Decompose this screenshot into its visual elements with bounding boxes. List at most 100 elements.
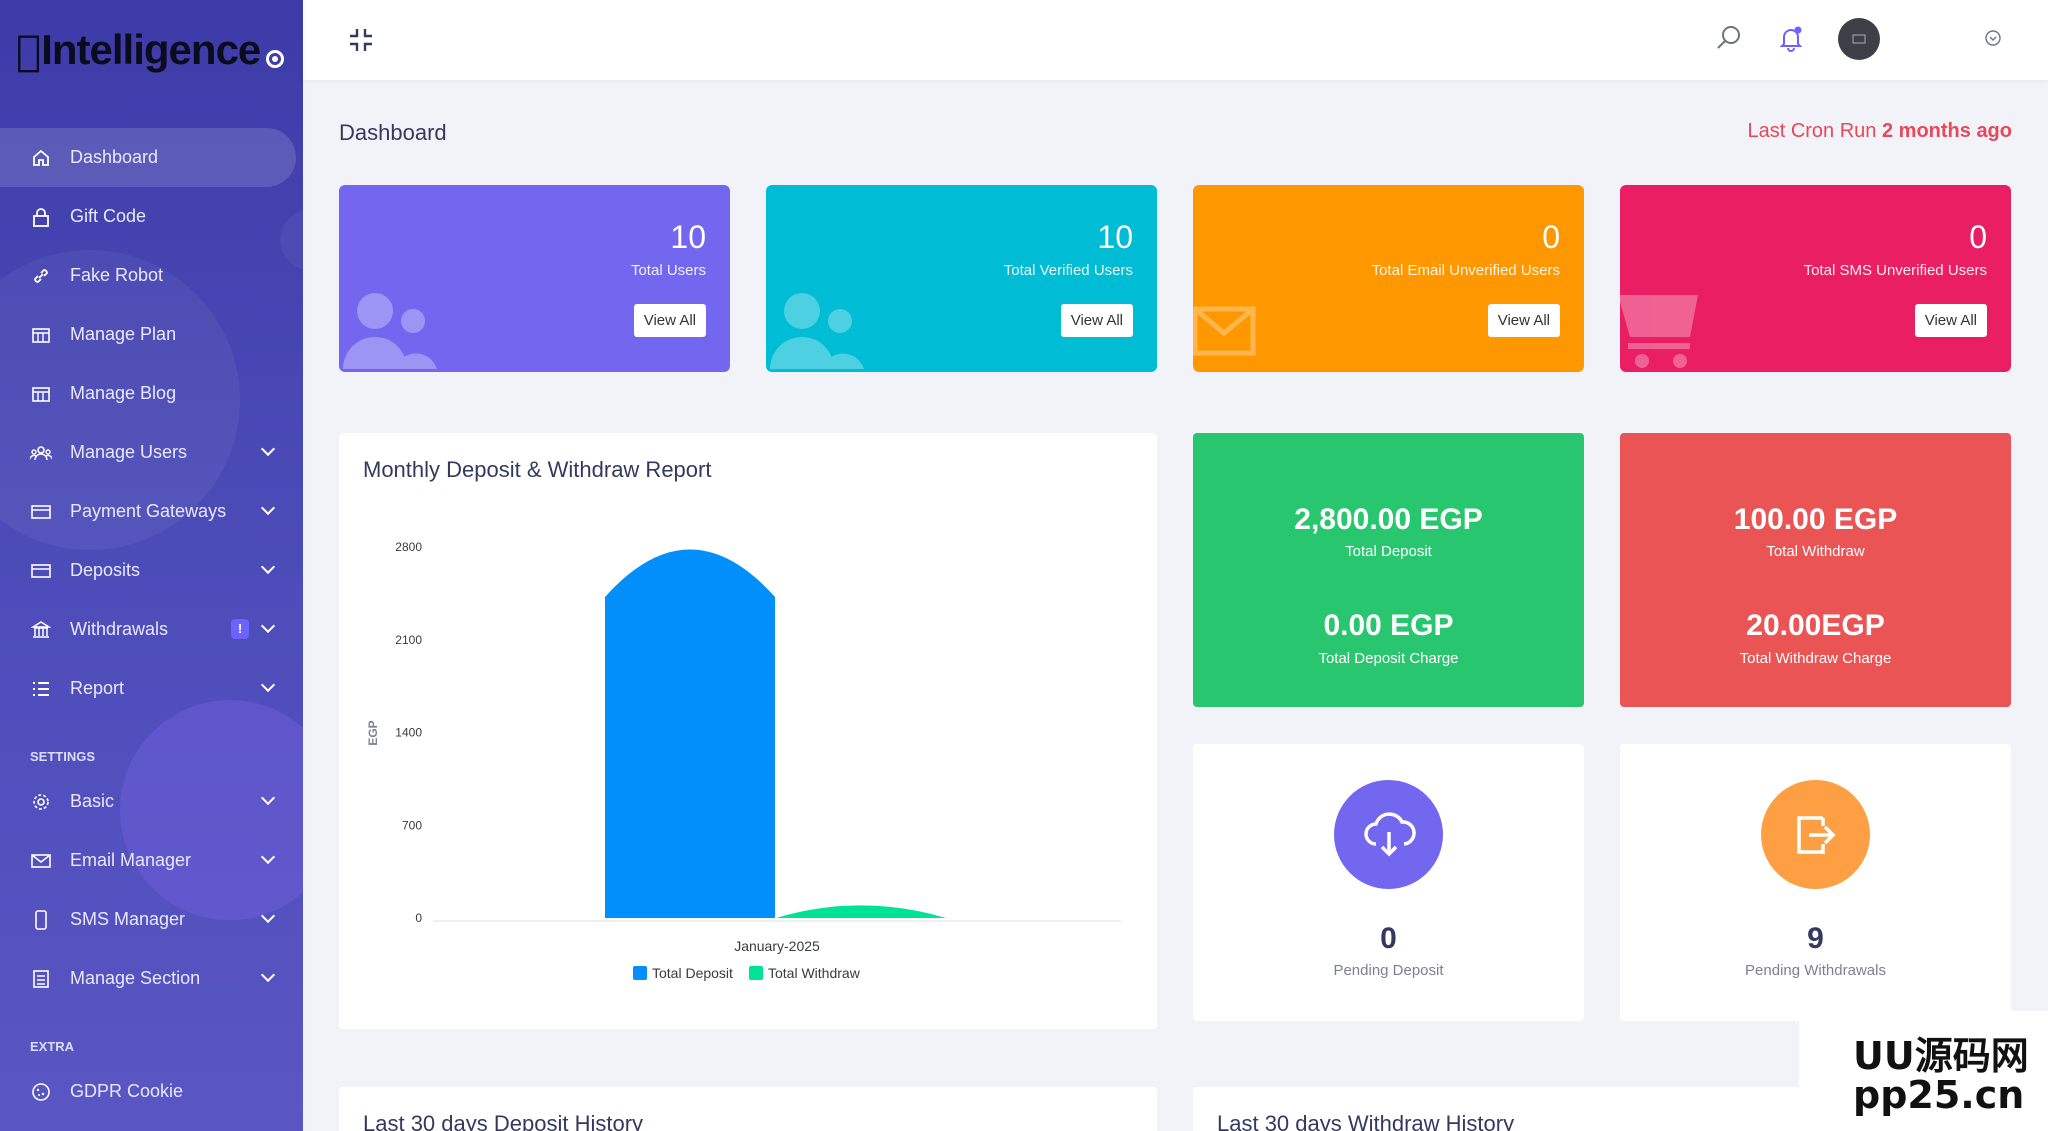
sidebar-item-manage-blog[interactable]: Manage Blog	[0, 364, 303, 423]
sidebar-item-basic[interactable]: Basic	[0, 772, 303, 831]
brand-logo[interactable]:  Intelligence	[16, 22, 285, 78]
cart-icon	[1620, 285, 1702, 372]
chevron-down-icon	[260, 790, 276, 806]
total-deposit-label: Total Deposit	[1345, 543, 1432, 560]
search-icon[interactable]	[1713, 22, 1745, 54]
settings-heading: SETTINGS	[30, 749, 96, 764]
sidebar-item-withdrawals[interactable]: Withdrawals !	[0, 600, 303, 659]
stat-label: Total Verified Users	[1003, 262, 1133, 279]
deposit-history-card: Last 30 days Deposit History	[339, 1087, 1157, 1131]
users-icon	[30, 442, 52, 464]
legend-marker	[749, 966, 763, 980]
avatar[interactable]	[1838, 18, 1880, 60]
bank-icon	[30, 619, 52, 641]
sidebar-item-label: Withdrawals	[70, 619, 169, 639]
card-icon	[30, 560, 52, 582]
sidebar-item-manage-plan[interactable]: Manage Plan	[0, 305, 303, 364]
gear-icon	[30, 791, 52, 813]
stat-value: 0	[1969, 219, 1987, 255]
stat-label: Total Users	[630, 262, 706, 279]
collapse-icon[interactable]	[347, 26, 375, 54]
sidebar-item-gdpr-cookie[interactable]: GDPR Cookie	[0, 1062, 303, 1121]
deposit-history-title: Last 30 days Deposit History	[363, 1111, 644, 1131]
legend-label[interactable]: Total Withdraw	[768, 965, 861, 981]
sign-out-icon	[1761, 780, 1870, 889]
sidebar-item-payment-gateways[interactable]: Payment Gateways	[0, 482, 303, 541]
y-axis-label: EGP	[366, 720, 380, 745]
sidebar-item-label: SMS Manager	[70, 909, 186, 929]
sidebar-item-label: Dashboard	[70, 147, 159, 167]
y-tick-label: 700	[402, 818, 422, 832]
chart-title: Monthly Deposit & Withdraw Report	[363, 457, 712, 482]
sidebar-item-deposits[interactable]: Deposits	[0, 541, 303, 600]
stat-label: Total SMS Unverified Users	[1803, 262, 1987, 279]
stat-value: 0	[1542, 219, 1560, 255]
legend-marker	[633, 966, 647, 980]
bar-total-withdraw[interactable]	[776, 905, 946, 918]
logo-text: Intelligence	[16, 26, 261, 73]
chevron-down-icon[interactable]	[1983, 28, 2003, 48]
home-icon	[30, 147, 52, 169]
pending-deposit-count: 0	[1380, 922, 1397, 955]
cron-value: 2 months ago	[1881, 120, 2012, 142]
pending-withdrawals-card[interactable]: 9 Pending Withdrawals	[1620, 744, 2011, 1021]
sidebar-item-label: Email Manager	[70, 850, 192, 870]
chevron-down-icon	[260, 618, 276, 634]
sidebar-item-label: Gift Code	[70, 206, 147, 226]
apple-icon: 	[16, 26, 41, 75]
sidebar-item-sms-manager[interactable]: SMS Manager	[0, 890, 303, 949]
bar-total-deposit[interactable]	[605, 549, 775, 919]
pending-deposit-label: Pending Deposit	[1333, 962, 1444, 979]
sidebar-item-manage-users[interactable]: Manage Users	[0, 423, 303, 482]
radio-icon	[266, 50, 285, 68]
stat-value: 10	[670, 219, 706, 255]
sidebar-item-report[interactable]: Report	[0, 659, 303, 718]
pending-deposit-card[interactable]: 0 Pending Deposit	[1193, 744, 1584, 1021]
pending-withdrawals-count: 9	[1807, 922, 1824, 955]
chevron-down-icon	[260, 908, 276, 924]
stat-card-email-unverified: 0 Total Email Unverified Users View All	[1193, 185, 1584, 372]
view-all-button[interactable]: View All	[1060, 304, 1133, 337]
sidebar-item-label: GDPR Cookie	[70, 1081, 184, 1101]
x-tick-label: January-2025	[734, 938, 820, 954]
legend-label[interactable]: Total Deposit	[652, 965, 733, 981]
sidebar-item-label: Deposits	[70, 560, 141, 580]
watermark-line2: pp25.cn	[1853, 1073, 2025, 1117]
list-icon	[30, 678, 52, 700]
y-tick-label: 2800	[395, 540, 422, 554]
withdraw-summary-box: 100.00 EGP Total Withdraw 20.00EGP Total…	[1620, 433, 2011, 707]
chevron-down-icon	[260, 500, 276, 516]
pending-withdrawals-label: Pending Withdrawals	[1745, 962, 1886, 979]
total-withdraw-value: 100.00 EGP	[1733, 503, 1898, 536]
sidebar-item-gift-code[interactable]: Gift Code	[0, 187, 303, 246]
stat-value: 10	[1097, 219, 1133, 255]
top-header	[303, 0, 2048, 80]
sidebar-item-fake-robot[interactable]: Fake Robot	[0, 246, 303, 305]
withdraw-history-title: Last 30 days Withdraw History	[1217, 1111, 1515, 1131]
lock-icon	[30, 206, 52, 228]
withdraw-charge-value: 20.00EGP	[1746, 609, 1885, 642]
card-icon	[30, 501, 52, 523]
view-all-button[interactable]: View All	[1487, 304, 1560, 337]
deposit-summary-box: 2,800.00 EGP Total Deposit 0.00 EGP Tota…	[1193, 433, 1584, 707]
sidebar-item-manage-section[interactable]: Manage Section	[0, 949, 303, 1008]
total-deposit-value: 2,800.00 EGP	[1294, 503, 1483, 536]
chevron-down-icon	[260, 441, 276, 457]
cron-status: Last Cron Run 2 months ago	[1747, 120, 2012, 143]
cookie-icon	[30, 1081, 52, 1103]
bell-icon[interactable]	[1775, 22, 1807, 54]
watermark-line1: UU源码网	[1853, 1034, 2029, 1078]
y-tick-label: 2100	[395, 633, 422, 647]
view-all-button[interactable]: View All	[633, 304, 706, 337]
withdraw-charge-label: Total Withdraw Charge	[1739, 650, 1892, 667]
mobile-icon	[30, 909, 52, 931]
view-all-button[interactable]: View All	[1914, 304, 1987, 337]
sidebar-item-dashboard[interactable]: Dashboard	[0, 128, 296, 187]
total-withdraw-label: Total Withdraw	[1766, 543, 1865, 560]
grid-icon	[30, 383, 52, 405]
sidebar-item-email-manager[interactable]: Email Manager	[0, 831, 303, 890]
stat-label: Total Email Unverified Users	[1371, 262, 1560, 279]
sidebar-item-label: Basic	[70, 791, 115, 811]
deposit-charge-value: 0.00 EGP	[1323, 609, 1454, 642]
watermark: UU源码网 pp25.cn	[1799, 1011, 2048, 1131]
